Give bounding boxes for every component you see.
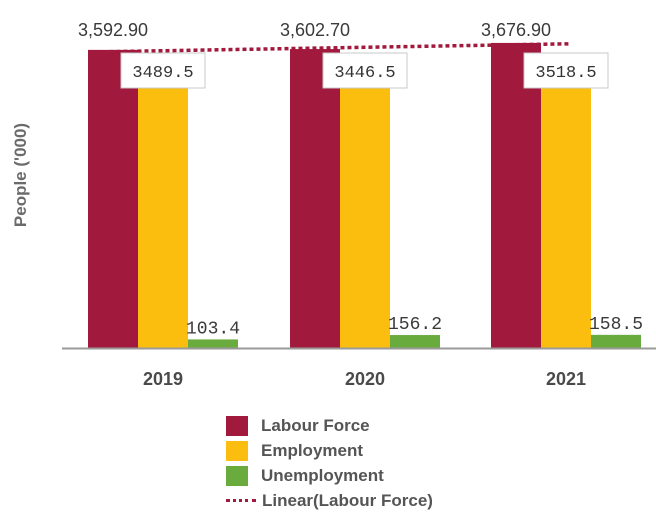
data-label-text-employment-2019: 3489.5 xyxy=(132,64,193,83)
x-tick-label-2021: 2021 xyxy=(546,369,586,389)
legend-item-trendline: Linear(Labour Force) xyxy=(226,488,433,513)
bar-labour-force-2021 xyxy=(491,42,541,348)
data-label-box-employment-2020 xyxy=(322,52,408,89)
x-tick-label-2019: 2019 xyxy=(143,369,183,389)
data-label-box-employment-2019 xyxy=(120,52,206,89)
data-label-employment-2020: 3446.5 xyxy=(322,52,408,89)
bar-employment-2020 xyxy=(340,62,390,348)
bar-unemployment-2021 xyxy=(591,334,641,348)
legend-item-labour-force: Labour Force xyxy=(226,413,433,438)
legend-label-employment: Employment xyxy=(261,440,364,460)
data-label-employment-2021: 3518.5 xyxy=(523,52,609,89)
bar-employment-2019 xyxy=(138,58,188,348)
legend-item-unemployment: Unemployment xyxy=(226,463,433,488)
legend-swatch-employment xyxy=(226,440,248,461)
legend-swatch-unemployment xyxy=(226,465,248,486)
data-label-employment-2019: 3489.5 xyxy=(120,52,206,89)
legend-item-employment: Employment xyxy=(226,438,433,463)
x-tick-label-2020: 2020 xyxy=(345,369,385,389)
bar-labour-force-2020 xyxy=(290,49,340,348)
data-label-unemployment-2021: 158.5 xyxy=(589,315,643,335)
legend: Labour Force Employment Unemployment Lin… xyxy=(226,413,433,513)
bar-unemployment-2019 xyxy=(188,339,238,348)
bar-labour-force-2019 xyxy=(88,49,138,348)
legend-swatch-labour-force xyxy=(226,415,248,436)
data-label-labour-force-2020: 3,602.70 xyxy=(280,20,350,40)
legend-label-unemployment: Unemployment xyxy=(261,465,384,485)
data-label-labour-force-2019: 3,592.90 xyxy=(78,20,148,40)
legend-label-labour-force: Labour Force xyxy=(261,415,370,435)
data-label-box-employment-2021 xyxy=(523,52,609,89)
data-label-unemployment-2019: 103.4 xyxy=(186,319,240,339)
legend-swatch-trendline xyxy=(226,499,256,502)
bar-chart: 3,592.90 3,602.70 3,676.90 3489.5 3446.5 3518… xyxy=(62,20,656,389)
data-label-text-employment-2020: 3446.5 xyxy=(334,64,395,83)
data-label-text-employment-2021: 3518.5 xyxy=(535,64,596,83)
legend-label-trendline: Linear(Labour Force) xyxy=(262,490,433,510)
data-label-unemployment-2020: 156.2 xyxy=(388,315,442,335)
bar-unemployment-2020 xyxy=(390,335,440,348)
data-label-labour-force-2021: 3,676.90 xyxy=(481,20,551,40)
bar-employment-2021 xyxy=(541,56,591,348)
